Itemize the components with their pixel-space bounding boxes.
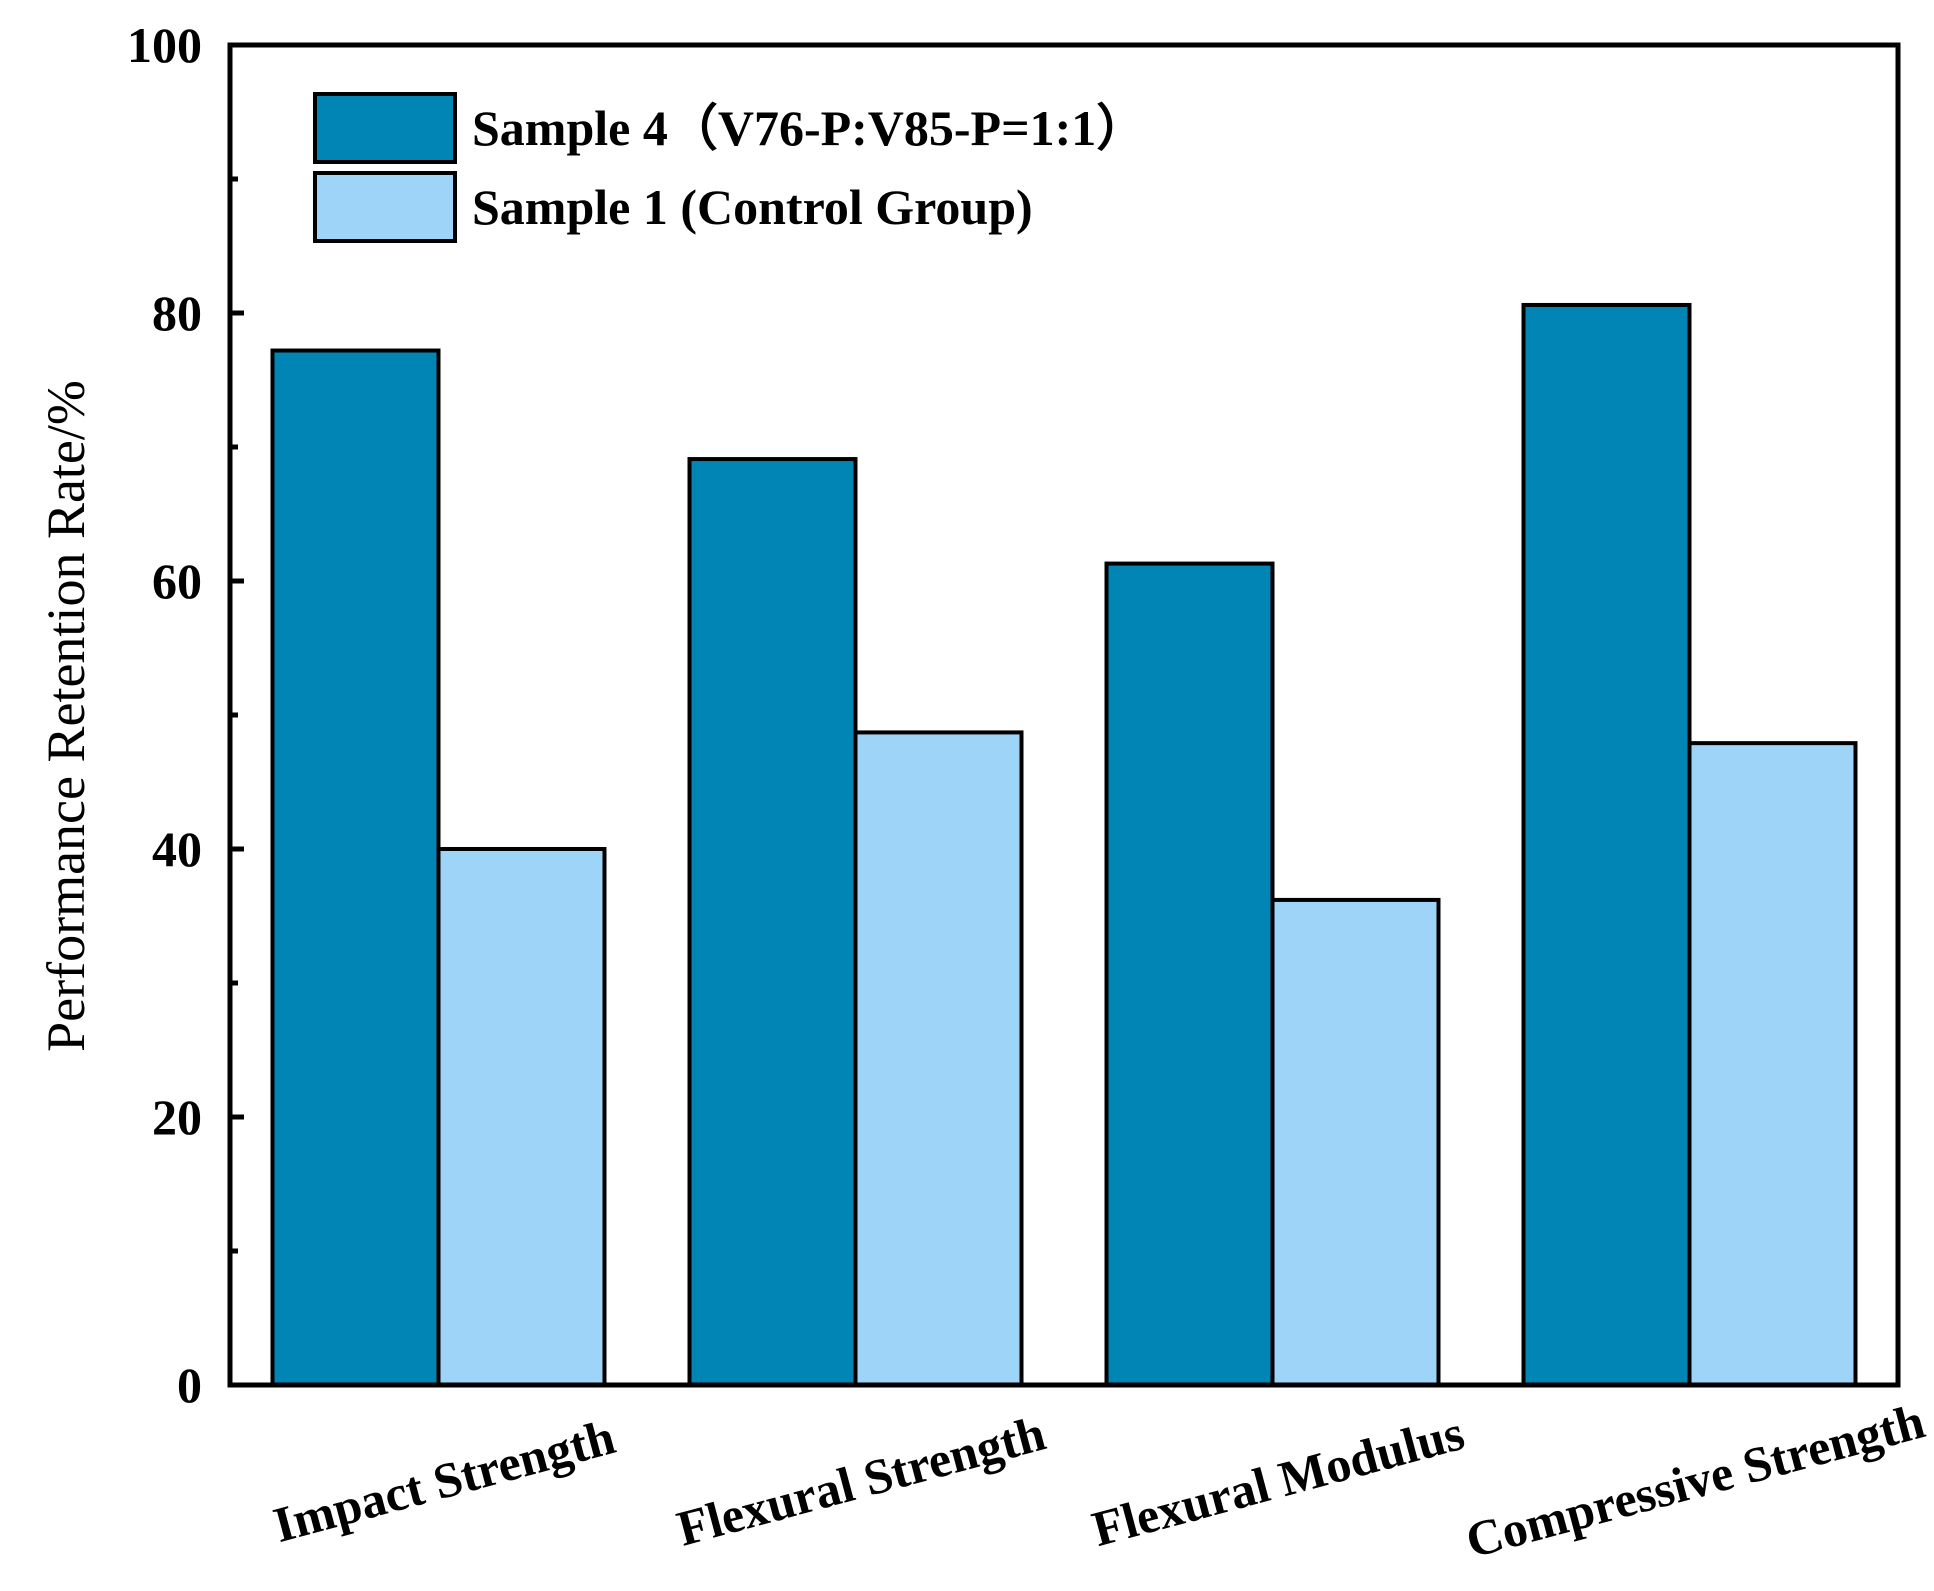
y-axis-title: Performance Retention Rate/% [36, 380, 96, 1052]
bar-flexural-modulus-series-2 [1270, 897, 1441, 1387]
legend: Sample 4（V76-P:V85-P=1:1） Sample 1 (Contr… [313, 92, 1146, 243]
legend-swatch-1 [313, 92, 457, 164]
legend-label-2: Sample 1 (Control Group) [472, 179, 1033, 235]
bar-impact-strength-series-2 [436, 847, 607, 1387]
x-tick-label-compressive-strength: Compressive Strength [1460, 1392, 1930, 1568]
labels-layer: Impact Strength Flexural Strength Flexural… [268, 1392, 1931, 1568]
bar-flexural-modulus-series-1 [1104, 561, 1275, 1387]
legend-swatch-2 [313, 171, 457, 243]
bar-impact-strength-series-1 [270, 348, 441, 1387]
x-tick-label-flexural-modulus: Flexural Modulus [1086, 1404, 1469, 1557]
y-tick-label-40: 40 [152, 821, 202, 877]
y-tick-label-60: 60 [152, 553, 202, 609]
y-tick-label-80: 80 [152, 285, 202, 341]
bar-flexural-strength-series-1 [687, 457, 858, 1387]
bars-layer [270, 302, 1858, 1388]
x-tick-label-flexural-strength: Flexural Strength [671, 1405, 1051, 1557]
x-tick-label-impact-strength: Impact Strength [268, 1408, 621, 1553]
y-tick-label-0: 0 [177, 1357, 202, 1413]
y-tick-label-100: 100 [127, 17, 202, 73]
bar-compressive-strength-series-1 [1521, 302, 1692, 1388]
legend-label-1: Sample 4（V76-P:V85-P=1:1） [472, 100, 1146, 156]
bar-compressive-strength-series-2 [1687, 741, 1858, 1387]
y-tick-label-20: 20 [152, 1089, 202, 1145]
ticks-layer: 0 20 40 60 80 100 [127, 17, 244, 1413]
bar-flexural-strength-series-2 [853, 730, 1024, 1387]
